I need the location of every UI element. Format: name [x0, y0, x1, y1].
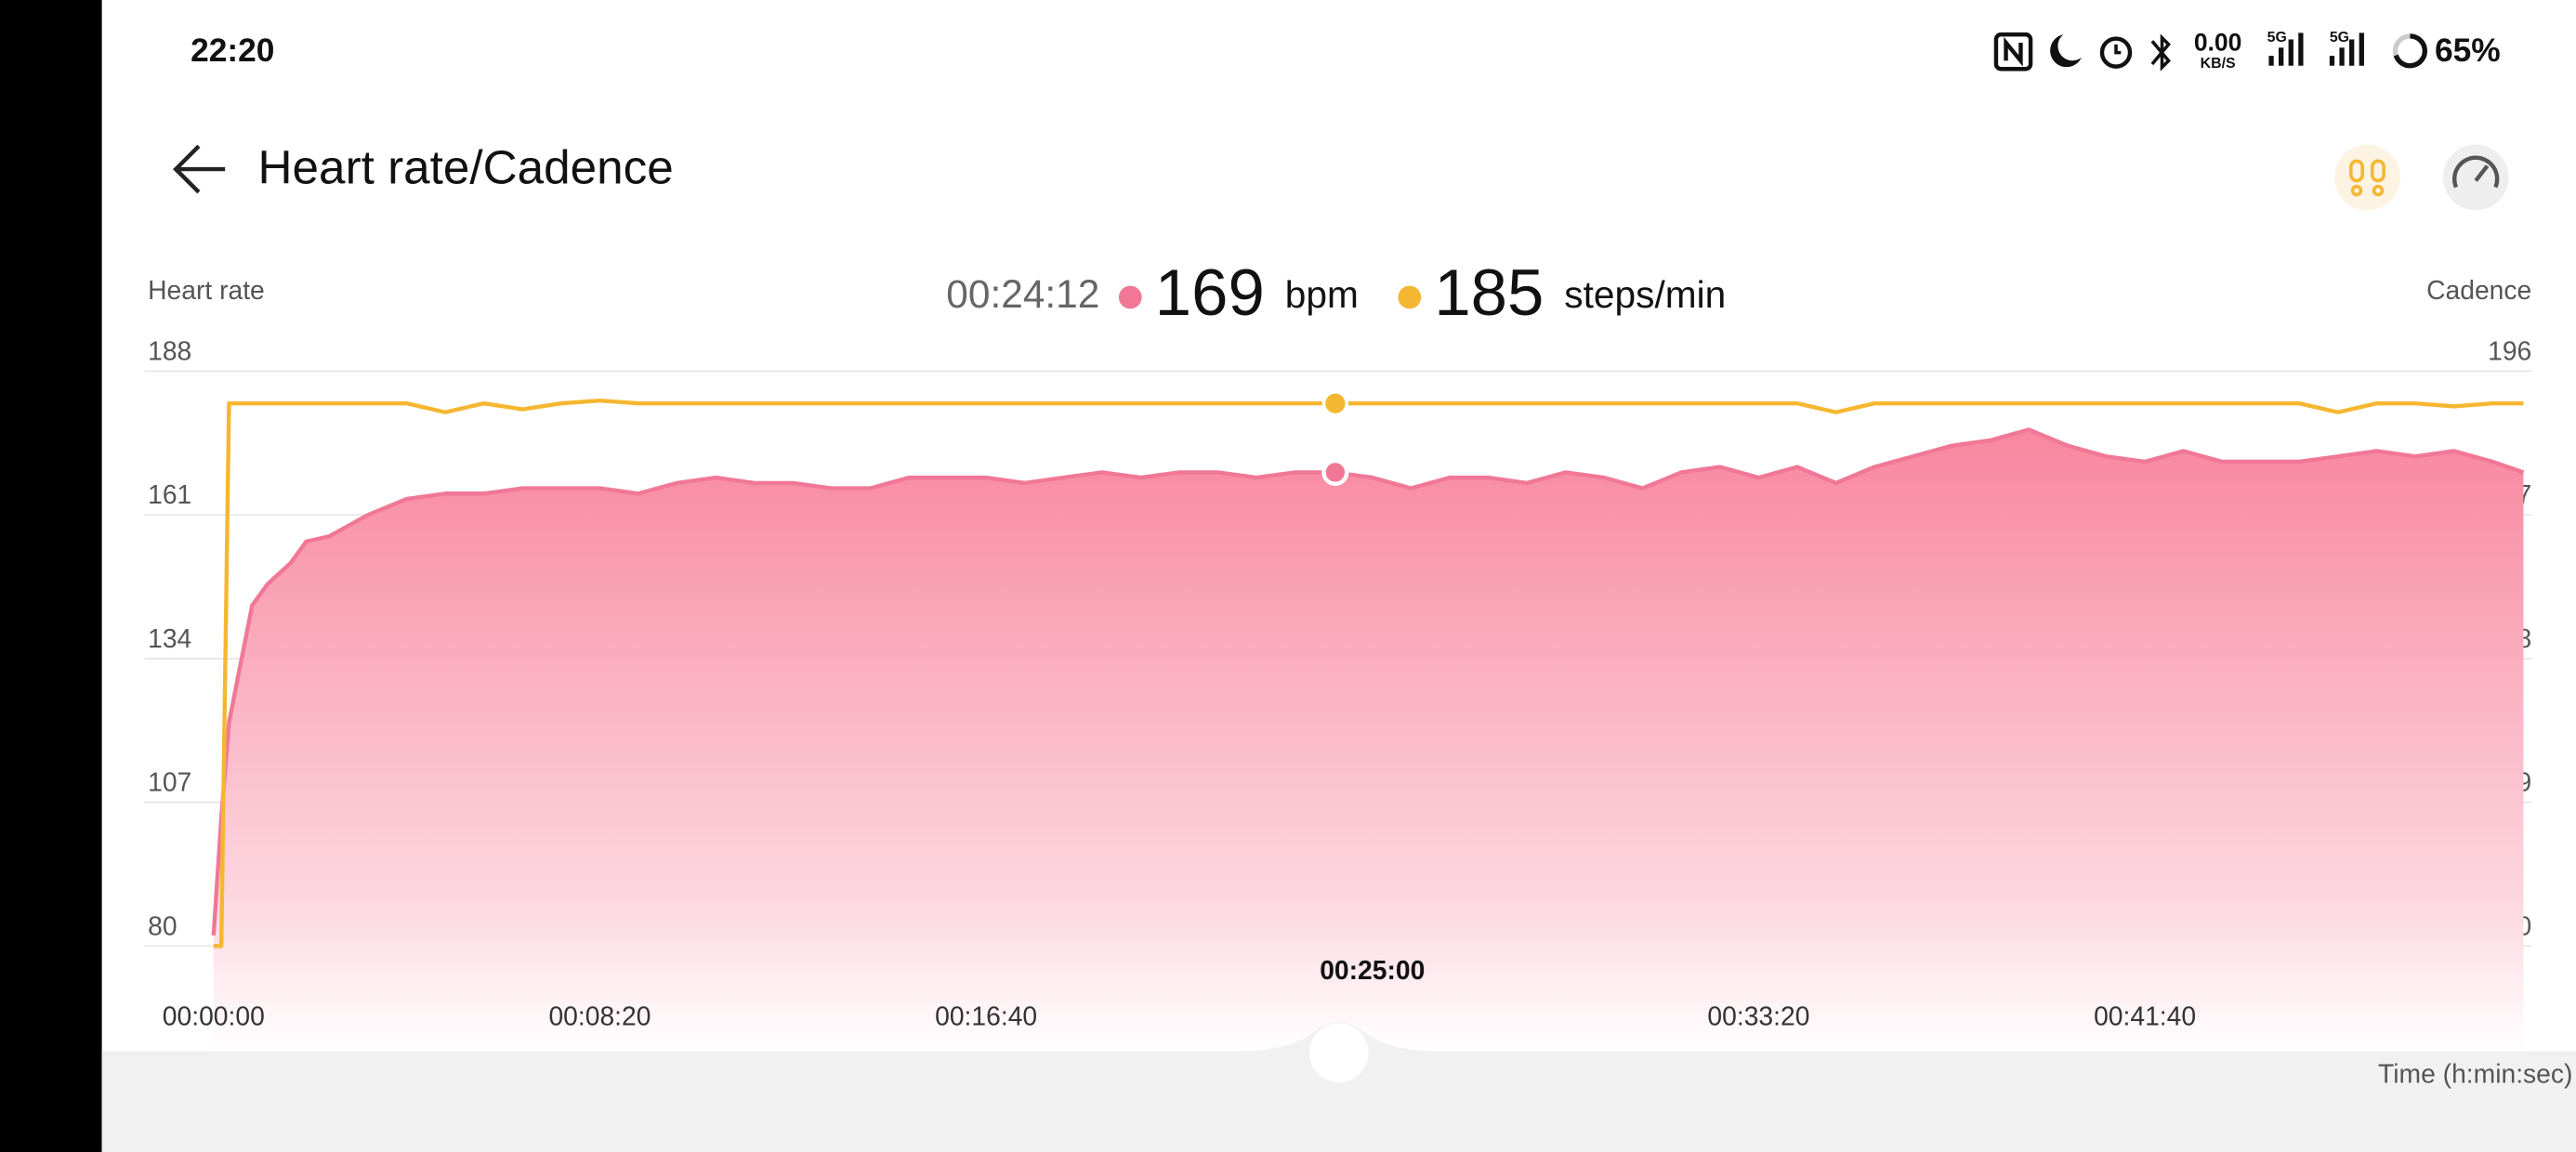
cadence-value: 185: [1434, 255, 1544, 329]
plot: 801071341611880499814719600:00:0000:08:2…: [144, 336, 2532, 1052]
series-line: [211, 427, 2525, 936]
heart-rate-value: 169: [1155, 255, 1265, 329]
y-tick-label: 134: [148, 623, 191, 653]
cursor-time: 00:24:12: [946, 272, 1099, 316]
y-tick-label: 188: [148, 336, 191, 366]
legend-dot: [1118, 285, 1142, 309]
drag-handle[interactable]: [1308, 1023, 1369, 1083]
legend-dot: [1398, 285, 1422, 309]
cadence-unit: steps/min: [1564, 273, 1726, 316]
battery-level: 65%: [2435, 33, 2501, 69]
heart-rate-unit: bpm: [1285, 273, 1359, 316]
y2-tick-label: 196: [2488, 336, 2531, 366]
x-tick-label: 00:25:00: [1320, 955, 1425, 985]
x-tick-label: 00:00:00: [163, 1001, 265, 1031]
pace-toggle[interactable]: [2442, 144, 2509, 211]
cadence-cursor-dot: [1321, 390, 1349, 417]
net-speed: 0.00: [2194, 29, 2242, 57]
heart-rate-cursor-dot: [1321, 458, 1349, 486]
y-tick-label: 80: [148, 910, 177, 940]
signal-type: 5G: [2267, 30, 2287, 46]
x-tick-label: 00:16:40: [935, 1001, 1037, 1031]
y-tick-label: 161: [148, 479, 191, 509]
signal-type: 5G: [2330, 30, 2349, 46]
x-axis-title: Time (h:min:sec): [2378, 1058, 2572, 1088]
status-icons: [1993, 32, 2428, 72]
x-tick-label: 00:41:40: [2094, 1001, 2196, 1031]
x-tick-label: 00:08:20: [548, 1001, 651, 1031]
y-axis-title: Heart rate: [148, 275, 265, 305]
series-line: [213, 398, 2524, 949]
side-bar: [0, 0, 102, 1152]
net-unit: KB/S: [2201, 56, 2236, 72]
y-tick-label: 107: [148, 767, 191, 797]
clock: 22:20: [191, 33, 274, 69]
area-fill: [213, 429, 2524, 1052]
back-button[interactable]: [173, 144, 226, 194]
readout: 00:24:12 169 bpm 185 steps/min: [946, 255, 1726, 329]
x-tick-label: 00:33:20: [1707, 1001, 1809, 1031]
cadence-toggle[interactable]: [2334, 144, 2400, 211]
y2-axis-title: Cadence: [2426, 275, 2531, 305]
page-title: Heart rate/Cadence: [258, 140, 674, 193]
